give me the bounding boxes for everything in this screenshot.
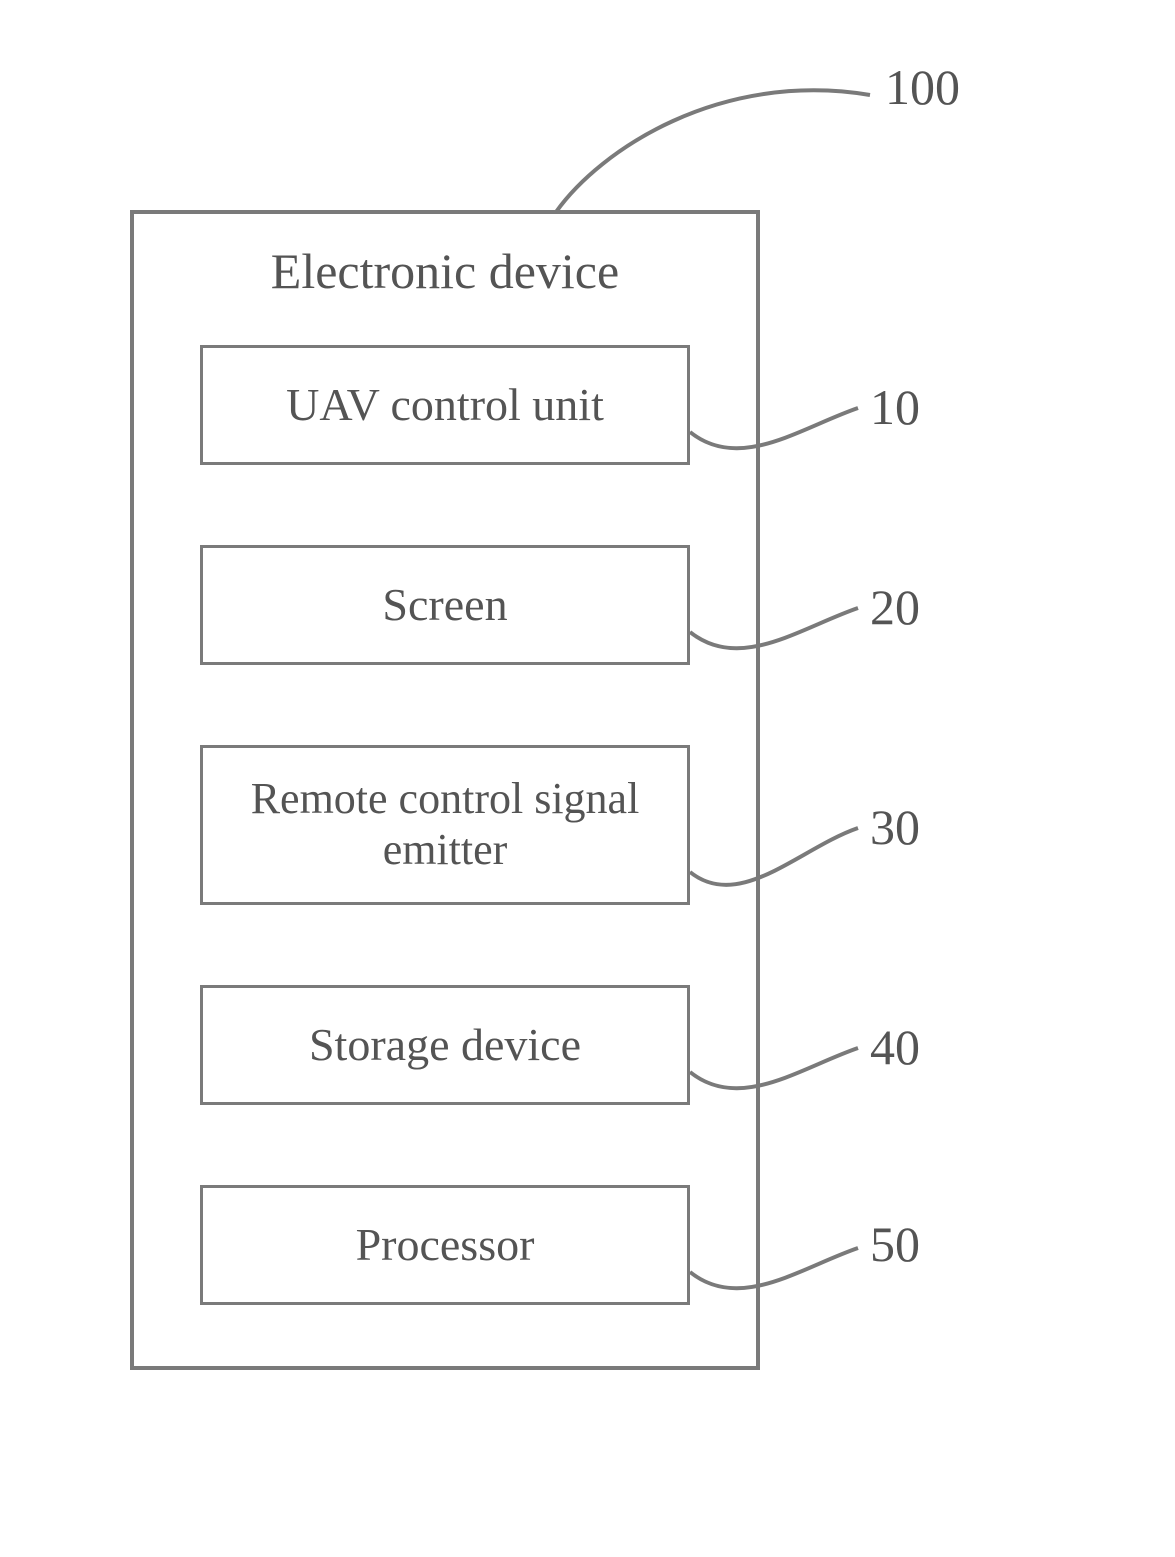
leader-path-100 bbox=[556, 90, 870, 212]
block-proc: Processor bbox=[200, 1185, 690, 1305]
block-screen-label: Screen bbox=[382, 579, 507, 632]
block-uav-label: UAV control unit bbox=[286, 379, 604, 432]
block-emitter: Remote control signal emitter bbox=[200, 745, 690, 905]
block-storage: Storage device bbox=[200, 985, 690, 1105]
callout-40: 40 bbox=[870, 1018, 920, 1076]
callout-50: 50 bbox=[870, 1215, 920, 1273]
block-proc-label: Processor bbox=[356, 1219, 535, 1272]
block-storage-label: Storage device bbox=[309, 1019, 581, 1072]
callout-30: 30 bbox=[870, 798, 920, 856]
callout-20: 20 bbox=[870, 578, 920, 636]
block-uav: UAV control unit bbox=[200, 345, 690, 465]
callout-100: 100 bbox=[885, 58, 960, 116]
block-screen: Screen bbox=[200, 545, 690, 665]
callout-10: 10 bbox=[870, 378, 920, 436]
block-emitter-label: Remote control signal emitter bbox=[251, 774, 640, 875]
electronic-device-title: Electronic device bbox=[134, 242, 756, 300]
